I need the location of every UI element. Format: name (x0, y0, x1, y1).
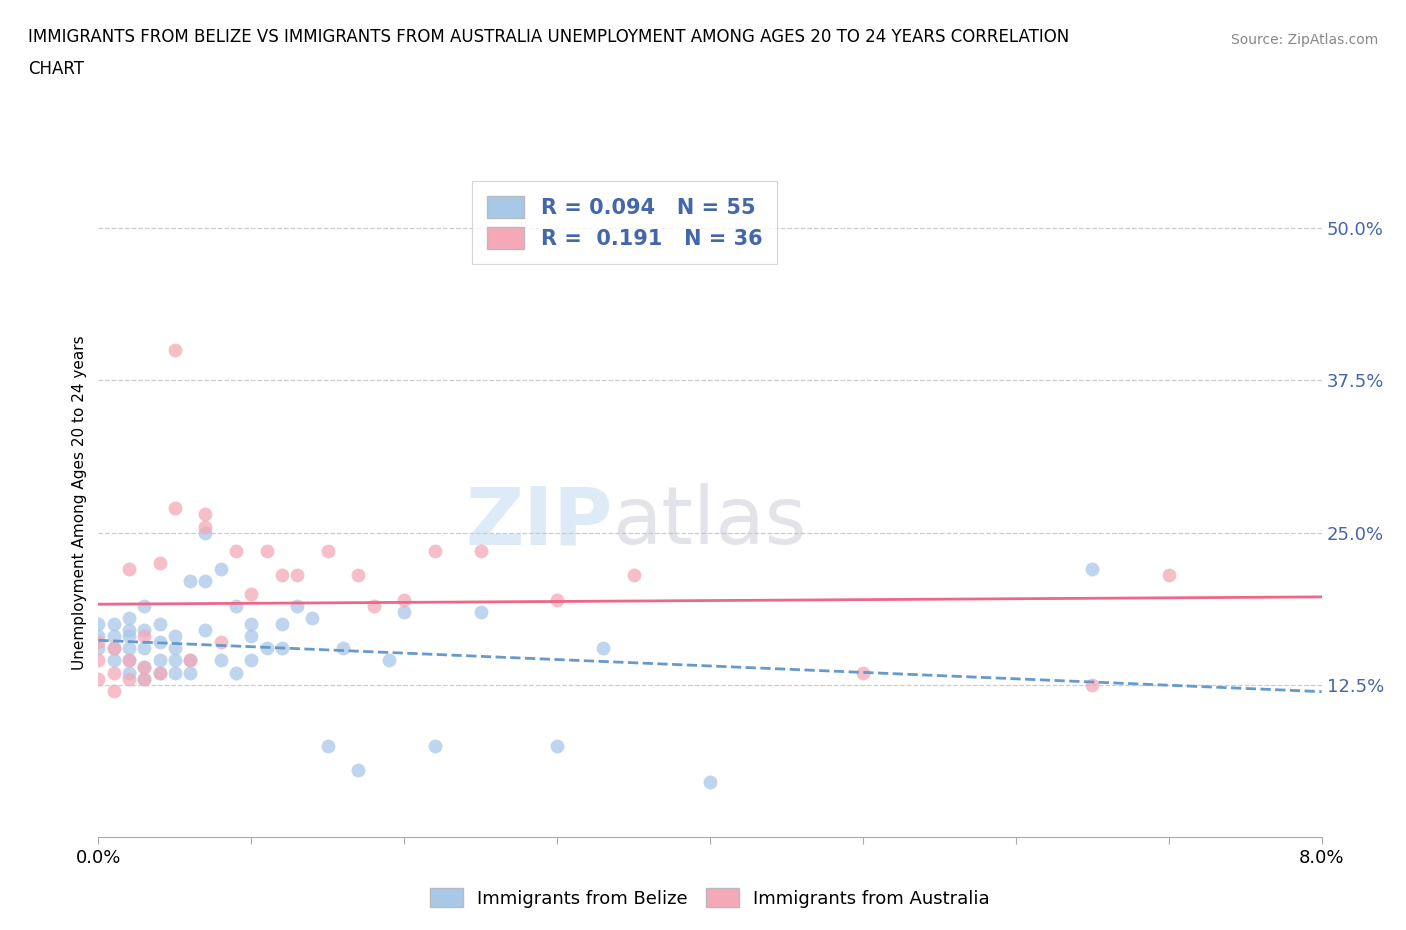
Y-axis label: Unemployment Among Ages 20 to 24 years: Unemployment Among Ages 20 to 24 years (72, 335, 87, 670)
Point (225, 665, 247, 680)
Point (134, 622, 156, 637)
Point (270, 568, 294, 583)
Point (103, 617, 125, 631)
Point (240, 586, 263, 601)
Point (87, 629, 110, 644)
Point (87, 653, 110, 668)
Point (103, 629, 125, 644)
Point (194, 525, 217, 540)
Point (392, 592, 416, 607)
Point (149, 665, 172, 680)
Point (546, 738, 568, 753)
Point (118, 653, 141, 668)
Point (1157, 568, 1180, 583)
Point (163, 629, 186, 644)
Text: atlas: atlas (612, 484, 807, 562)
Point (316, 543, 339, 558)
Point (332, 641, 354, 656)
Point (194, 622, 217, 637)
Point (179, 653, 201, 668)
Point (118, 665, 141, 680)
Point (163, 342, 186, 357)
Point (209, 562, 232, 577)
Point (118, 629, 141, 644)
Point (423, 738, 446, 753)
Point (134, 659, 156, 674)
Point (179, 574, 201, 589)
Text: CHART: CHART (28, 60, 84, 78)
Point (270, 617, 294, 631)
Point (592, 641, 614, 656)
Point (134, 629, 156, 644)
Point (87, 635, 110, 650)
Point (87, 617, 110, 631)
Point (103, 665, 125, 680)
Point (134, 659, 156, 674)
Point (256, 641, 278, 656)
Text: Source: ZipAtlas.com: Source: ZipAtlas.com (1230, 33, 1378, 46)
Point (1081, 677, 1104, 692)
Point (699, 775, 721, 790)
Point (270, 641, 294, 656)
Point (285, 568, 308, 583)
Point (118, 671, 141, 686)
Point (194, 519, 217, 534)
Point (134, 598, 156, 613)
Point (347, 568, 370, 583)
Point (240, 629, 263, 644)
Point (118, 653, 141, 668)
Point (209, 653, 232, 668)
Text: ZIP: ZIP (465, 484, 612, 562)
Point (179, 653, 201, 668)
Point (194, 574, 217, 589)
Legend: Immigrants from Belize, Immigrants from Australia: Immigrants from Belize, Immigrants from … (423, 882, 997, 915)
Point (118, 622, 141, 637)
Point (852, 665, 875, 680)
Point (134, 641, 156, 656)
Point (240, 653, 263, 668)
Point (103, 653, 125, 668)
Point (163, 653, 186, 668)
Point (347, 763, 370, 777)
Point (285, 598, 308, 613)
Point (363, 598, 385, 613)
Point (194, 507, 217, 522)
Point (225, 543, 247, 558)
Point (163, 501, 186, 516)
Point (179, 665, 201, 680)
Point (470, 543, 492, 558)
Point (225, 598, 247, 613)
Point (149, 653, 172, 668)
Point (316, 738, 339, 753)
Point (149, 665, 172, 680)
Text: IMMIGRANTS FROM BELIZE VS IMMIGRANTS FROM AUSTRALIA UNEMPLOYMENT AMONG AGES 20 T: IMMIGRANTS FROM BELIZE VS IMMIGRANTS FRO… (28, 28, 1070, 46)
Point (301, 610, 323, 625)
Point (623, 568, 645, 583)
Point (118, 610, 141, 625)
Point (118, 641, 141, 656)
Point (240, 617, 263, 631)
Point (256, 543, 278, 558)
Point (163, 665, 186, 680)
Point (378, 653, 401, 668)
Point (1081, 562, 1104, 577)
Point (149, 635, 172, 650)
Point (103, 641, 125, 656)
Point (470, 604, 492, 619)
Point (87, 671, 110, 686)
Point (103, 684, 125, 698)
Point (118, 562, 141, 577)
Point (423, 543, 446, 558)
Point (149, 555, 172, 570)
Point (546, 592, 568, 607)
Point (134, 671, 156, 686)
Point (149, 617, 172, 631)
Point (134, 671, 156, 686)
Point (163, 641, 186, 656)
Point (392, 604, 416, 619)
Point (209, 635, 232, 650)
Point (87, 641, 110, 656)
Point (103, 641, 125, 656)
